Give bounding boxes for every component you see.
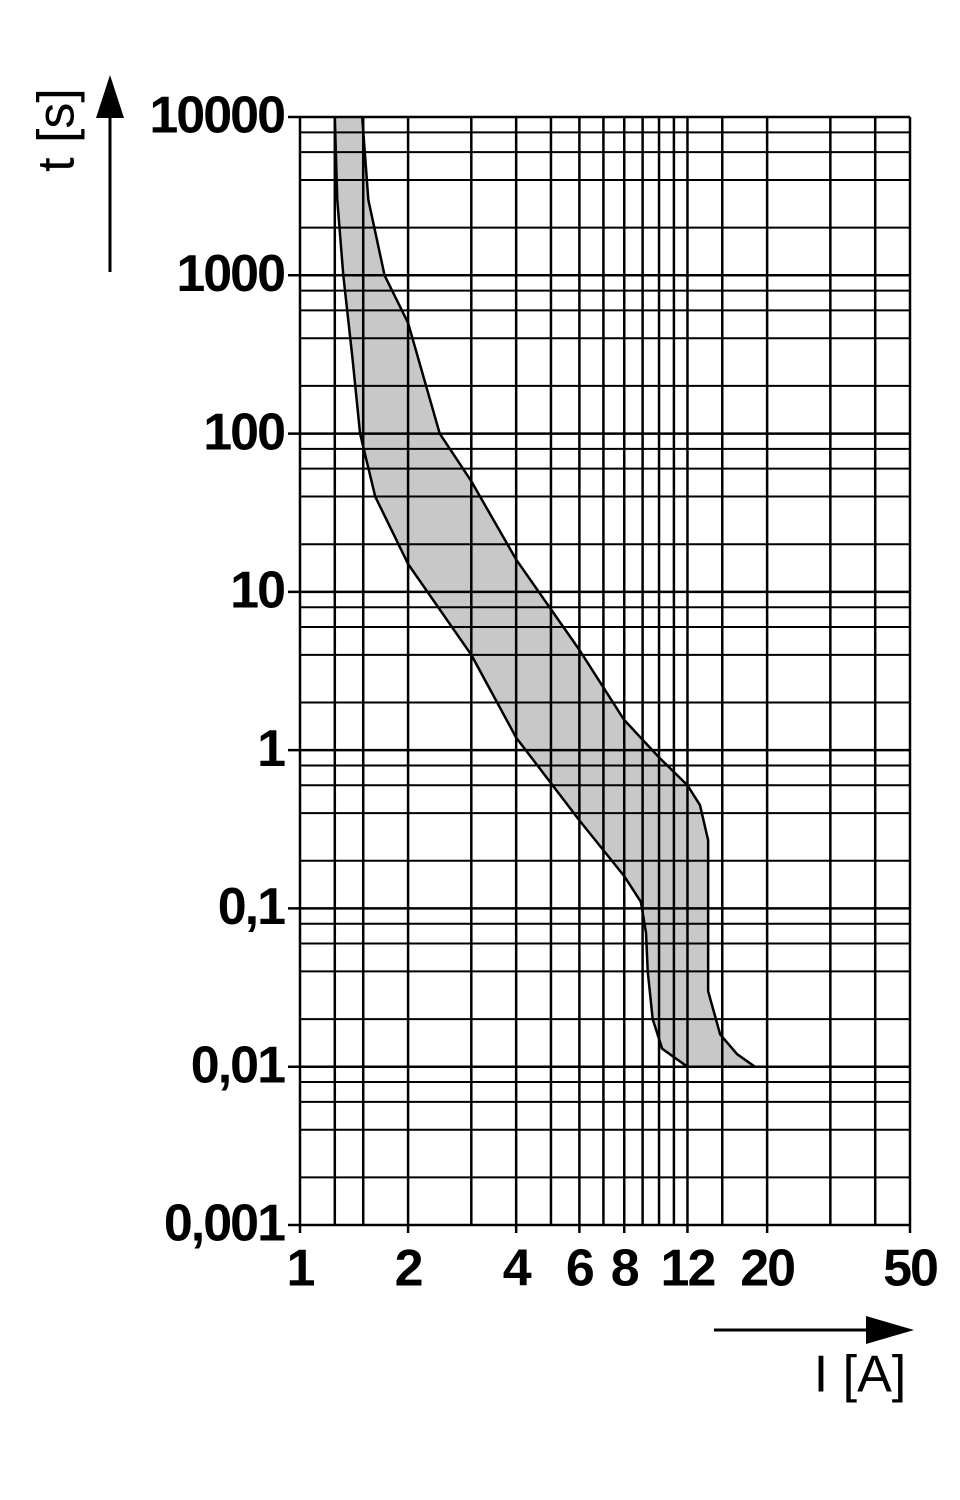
y-tick-label: 0,001	[164, 1195, 285, 1253]
band-fill	[334, 117, 755, 1067]
x-tick-label: 6	[566, 1240, 594, 1298]
y-tick-label: 0,01	[191, 1036, 285, 1094]
x-tick-label: 20	[740, 1240, 794, 1298]
x-tick-label: 2	[395, 1240, 422, 1298]
y-axis-title: t [s]	[28, 88, 86, 172]
x-axis-title: I [A]	[814, 1346, 906, 1404]
x-axis-arrow	[714, 1316, 914, 1344]
y-tick-label: 0,1	[218, 878, 285, 936]
y-tick-label: 10000	[149, 87, 284, 145]
x-tick-label: 4	[503, 1240, 532, 1298]
y-tick-label: 100	[203, 403, 284, 461]
y-axis-arrow	[96, 75, 124, 272]
x-tick-label: 1	[287, 1240, 315, 1298]
x-tick-label: 8	[611, 1240, 639, 1298]
y-tick-label: 1	[257, 720, 285, 778]
grid	[288, 115, 912, 1233]
band-boundary	[333, 116, 689, 1068]
y-tick-label: 10	[230, 562, 284, 620]
band-boundary	[360, 116, 756, 1068]
x-tick-label: 12	[661, 1240, 715, 1298]
y-tick-label: 1000	[176, 245, 284, 303]
x-tick-label: 50	[883, 1240, 937, 1298]
